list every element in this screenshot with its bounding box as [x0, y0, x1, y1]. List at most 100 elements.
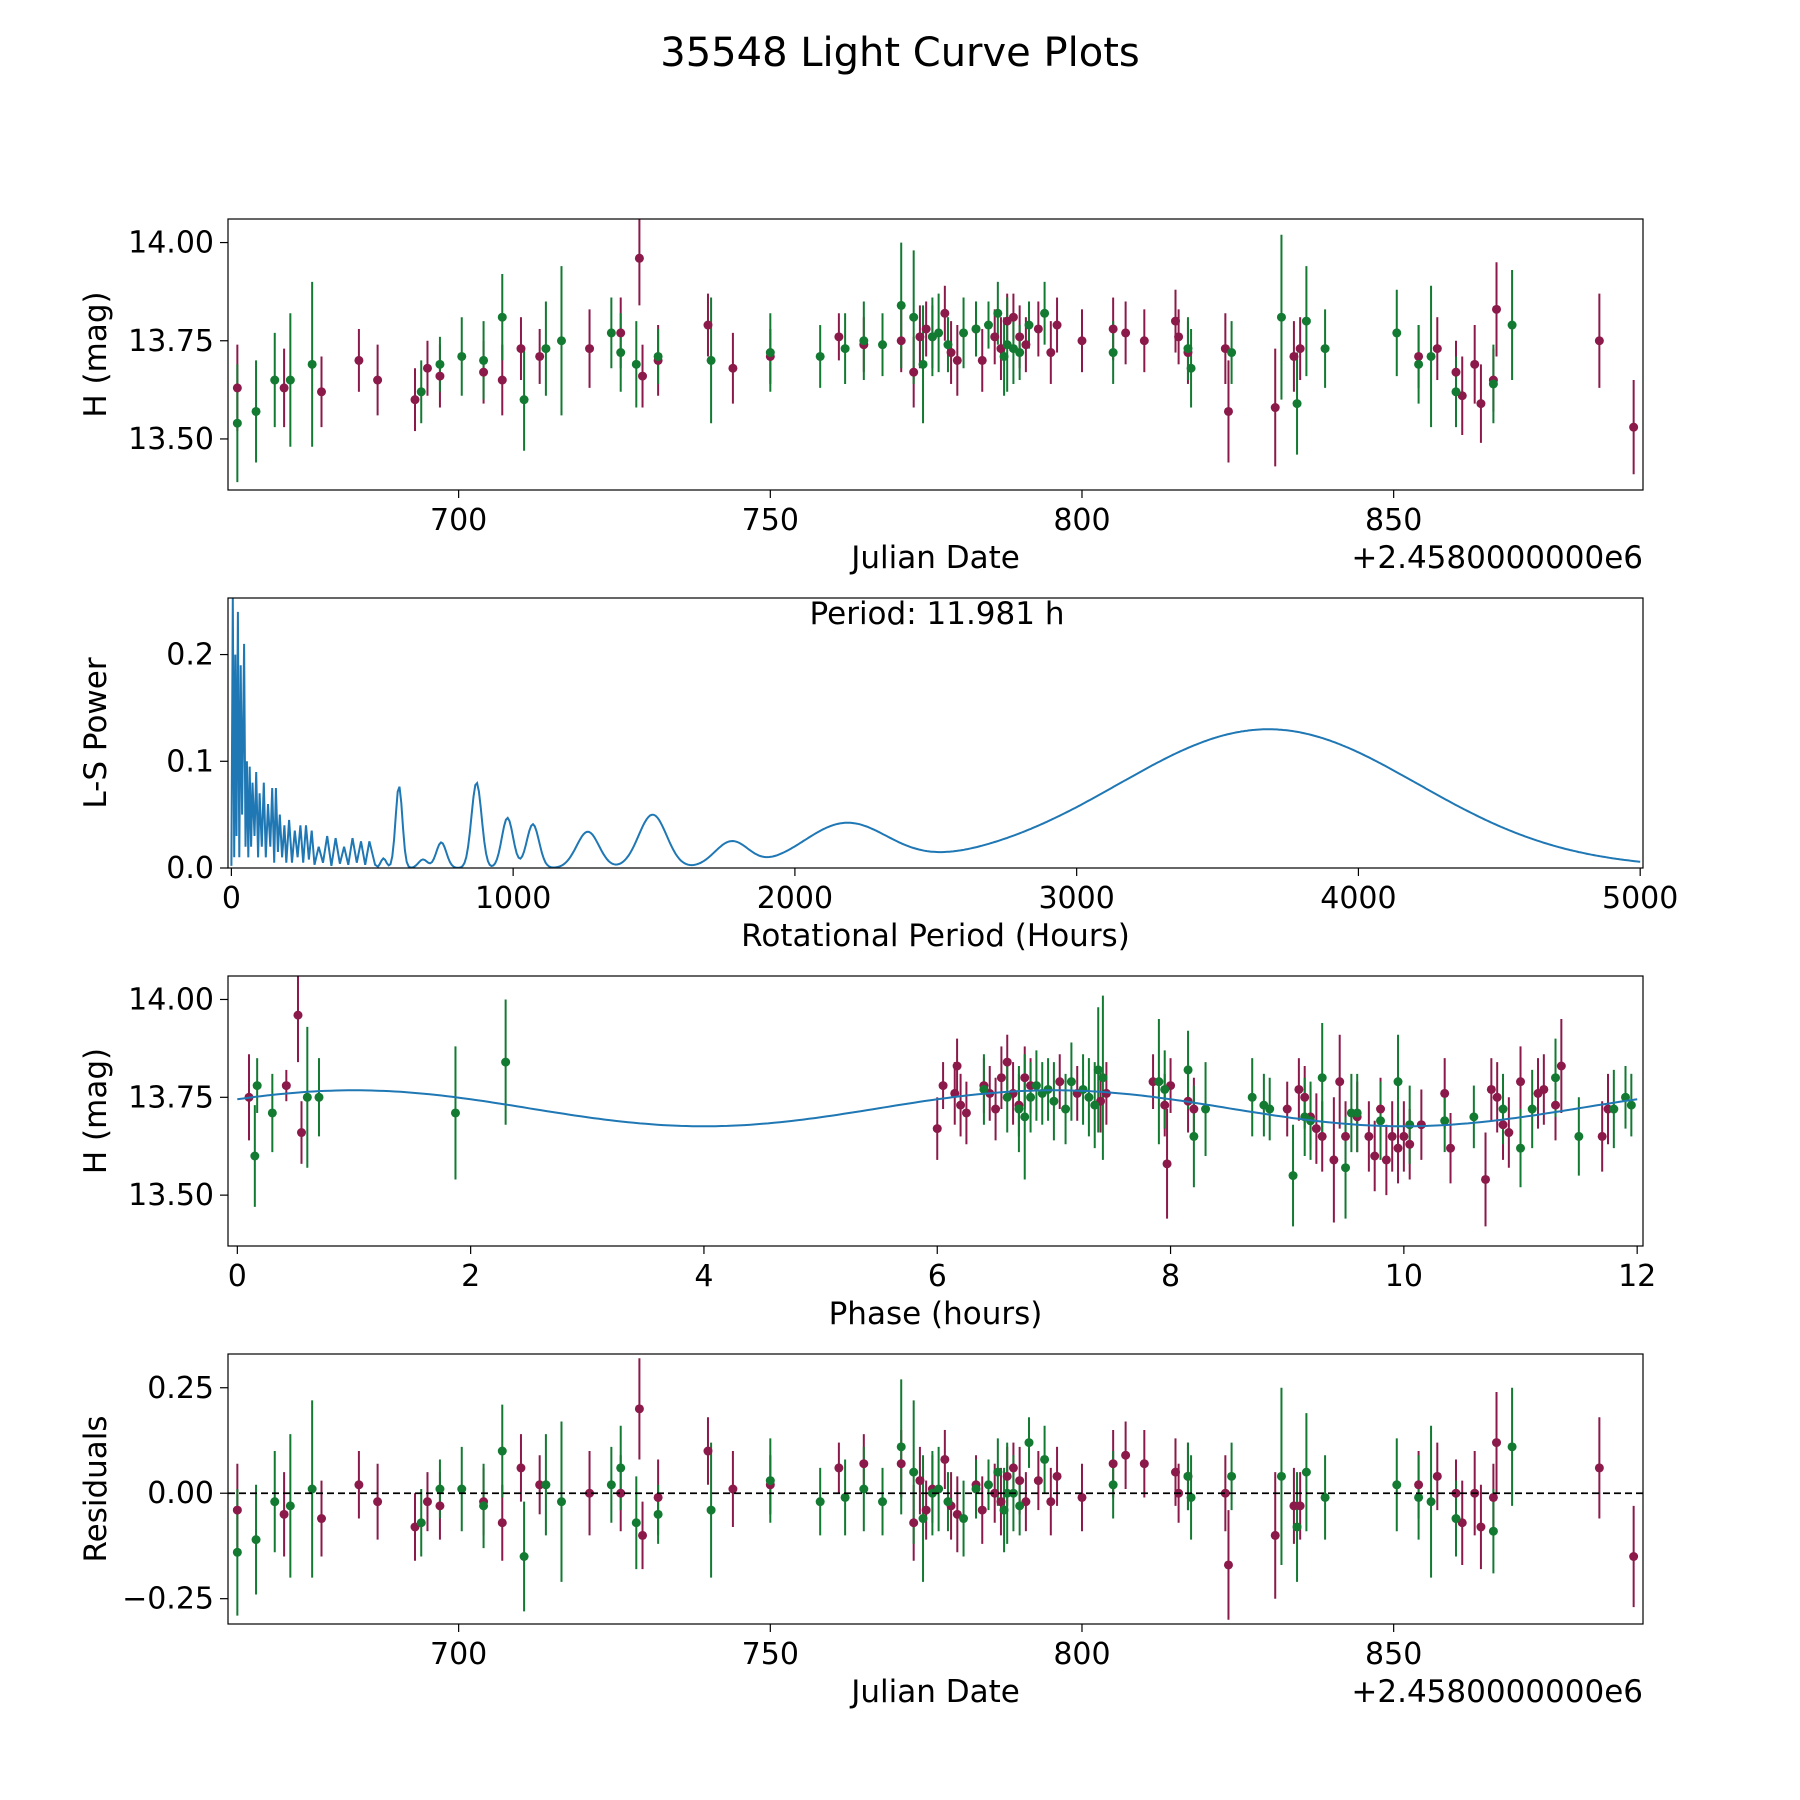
y-axis-label: H (mag) — [78, 1048, 114, 1174]
band_1-data-point — [952, 1061, 962, 1071]
band_1-data-point — [921, 1505, 931, 1515]
band_2-data-point — [840, 1492, 850, 1502]
band_1-data-point — [281, 1081, 291, 1091]
band_1-data-point — [1492, 304, 1502, 314]
band_2-data-point — [1292, 399, 1302, 409]
band_2-data-point — [1186, 1492, 1196, 1502]
band_2-data-point — [878, 340, 888, 350]
band_1-data-point — [1220, 1488, 1230, 1498]
band_1-data-point — [497, 1518, 507, 1528]
band_1-data-point — [516, 344, 526, 354]
band_1-data-point — [296, 1128, 306, 1138]
y-tick-label: 13.50 — [128, 422, 214, 457]
band_2-data-point — [1393, 1077, 1403, 1087]
band_2-data-point — [1189, 1131, 1199, 1141]
band_2-data-point — [1551, 1073, 1561, 1083]
band_2-data-point — [479, 355, 489, 365]
band_2-data-point — [943, 340, 953, 350]
band_2-data-point — [1015, 348, 1025, 358]
band_1-data-point — [1121, 1450, 1131, 1460]
band_2-data-point — [252, 1081, 262, 1091]
x-axis-label: Julian Date — [849, 1674, 1020, 1710]
band_1-data-point — [354, 1480, 364, 1490]
band_2-data-point — [1426, 351, 1436, 361]
band_2-data-point — [1440, 1116, 1450, 1126]
x-axis-label: Phase (hours) — [829, 1296, 1043, 1332]
band_1-data-point — [1451, 367, 1461, 377]
band_1-data-point — [435, 371, 445, 381]
axes-frame — [227, 597, 1644, 869]
band_2-data-point — [1108, 1480, 1118, 1490]
band_2-data-point — [457, 1484, 467, 1494]
band_1-data-point — [1492, 1438, 1502, 1448]
band_1-data-point — [1002, 1057, 1012, 1067]
band_2-data-point — [878, 1497, 888, 1507]
band_1-data-point — [896, 1459, 906, 1469]
band_2-data-point — [1451, 387, 1461, 397]
band_1-data-point — [1015, 1476, 1025, 1486]
band_1-data-point — [703, 1446, 713, 1456]
band_2-data-point — [918, 359, 928, 369]
band_1-data-point — [585, 1488, 595, 1498]
band_1-data-point — [990, 332, 1000, 342]
band_2-data-point — [1626, 1100, 1636, 1110]
band_2-data-point — [1317, 1073, 1327, 1083]
band_2-data-point — [1098, 1073, 1108, 1083]
y-tick-label: 0.25 — [147, 1371, 214, 1406]
band_1-data-point — [1335, 1077, 1345, 1087]
band_2-data-point — [1020, 1112, 1030, 1122]
band_1-data-point — [1481, 1174, 1491, 1184]
band_1-data-point — [1629, 422, 1639, 432]
band_2-data-point — [993, 308, 1003, 318]
band_1-data-point — [1052, 1471, 1062, 1481]
band_2-data-point — [815, 1497, 825, 1507]
band_2-data-point — [959, 328, 969, 338]
band_2-data-point — [307, 1484, 317, 1494]
band_2-data-point — [307, 359, 317, 369]
band_1-data-point — [1174, 332, 1184, 342]
band_1-data-point — [638, 371, 648, 381]
x-tick-label: 4000 — [1320, 881, 1396, 916]
model-fit-line — [237, 1089, 1638, 1128]
band_1-data-point — [915, 1476, 925, 1486]
y-axis-label: Residuals — [78, 1415, 114, 1562]
band_1-data-point — [1381, 1155, 1391, 1165]
band_2-data-point — [232, 418, 242, 428]
band_2-data-point — [840, 344, 850, 354]
band_1-data-point — [1139, 1459, 1149, 1469]
band_2-data-point — [1093, 1065, 1103, 1075]
band_1-data-point — [940, 308, 950, 318]
band_1-data-point — [1160, 1100, 1170, 1110]
band_2-data-point — [1201, 1104, 1211, 1114]
band_2-data-point — [909, 312, 919, 322]
band_2-data-point — [1574, 1131, 1584, 1141]
y-tick-label: 0.1 — [166, 744, 214, 779]
y-tick-label: −0.25 — [122, 1582, 214, 1617]
band_1-data-point — [1270, 403, 1280, 413]
band_2-data-point — [1320, 1492, 1330, 1502]
band_1-data-point — [1317, 1131, 1327, 1141]
band_1-data-point — [1405, 1139, 1415, 1149]
x-tick-label: 750 — [742, 503, 799, 538]
band_1-data-point — [1470, 359, 1480, 369]
y-tick-label: 0.2 — [166, 638, 214, 673]
band_1-data-point — [859, 1459, 869, 1469]
band_2-data-point — [979, 1084, 989, 1094]
band_2-data-point — [1040, 308, 1050, 318]
band_2-data-point — [314, 1092, 324, 1102]
band_1-data-point — [1008, 1463, 1018, 1473]
band_2-data-point — [1031, 1081, 1041, 1091]
band_2-data-point — [1160, 1084, 1170, 1094]
band_2-data-point — [859, 1484, 869, 1494]
band_1-data-point — [1020, 1073, 1030, 1083]
band_2-data-point — [1488, 1526, 1498, 1536]
band_1-data-point — [616, 328, 626, 338]
band_1-data-point — [616, 1488, 626, 1498]
band_1-data-point — [991, 1104, 1001, 1114]
band_1-data-point — [1516, 1077, 1526, 1087]
band_2-data-point — [1186, 363, 1196, 373]
band_2-data-point — [1024, 1438, 1034, 1448]
band_1-data-point — [1414, 1480, 1424, 1490]
periodogram-plot-area — [230, 598, 1641, 868]
band_1-data-point — [1052, 320, 1062, 330]
